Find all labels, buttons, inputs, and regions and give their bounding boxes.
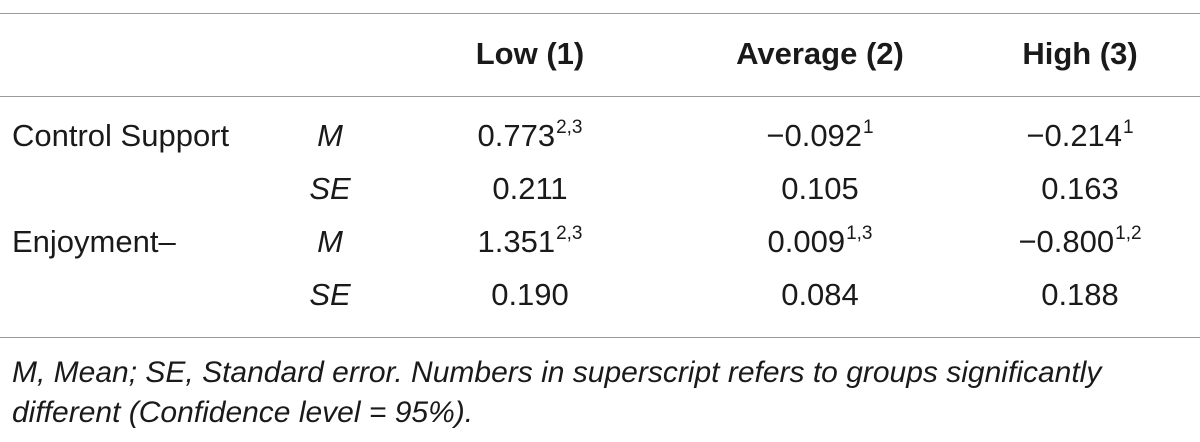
table-cell: 0.084 [690,275,950,315]
cell-superscript: 1,2 [1115,223,1142,244]
table-cell: 0.0091,3 [690,222,950,267]
cell-value: 1.351 [477,224,556,259]
cell-value: 0.773 [477,118,556,153]
cell-superscript: 1,3 [846,223,873,244]
table-cell: 0.188 [980,275,1180,315]
cell-value: −0.092 [766,118,863,153]
cell-value: 0.163 [1041,171,1119,206]
header-low: Low (1) [475,36,585,71]
table-cell: −0.2141 [980,116,1180,161]
cell-value: 0.084 [781,277,859,312]
cell-value: −0.800 [1018,224,1115,259]
cell-value: 0.105 [781,171,859,206]
cell-value: 0.211 [492,171,568,206]
row-label-enjoyment: Enjoyment– [12,224,176,259]
top-rule [0,13,1200,14]
table-cell: 0.7732,3 [400,116,660,161]
header-rule [0,96,1200,97]
cell-value: 0.190 [491,277,569,312]
row-label-control-support: Control Support [12,118,230,153]
table-cell: 0.163 [980,169,1180,209]
row-stat: SE [309,277,351,312]
header-high: High (3) [1022,36,1138,71]
cell-value: 0.009 [767,224,846,259]
table-cell: −0.0921 [690,116,950,161]
cell-value: 0.188 [1041,277,1119,312]
table-cell: 1.3512,3 [400,222,660,267]
cell-superscript: 1 [1123,117,1134,138]
table-footnote: M, Mean; SE, Standard error. Numbers in … [12,356,1102,429]
cell-value: −0.214 [1026,118,1123,153]
row-stat: SE [309,171,351,206]
table-cell: 0.105 [690,169,950,209]
cell-superscript: 2,3 [556,223,583,244]
bottom-rule [0,337,1200,338]
header-average: Average (2) [736,36,904,71]
table-cell: −0.8001,2 [980,222,1180,267]
cell-superscript: 1 [863,117,874,138]
table-cell: 0.211 [400,169,660,209]
table-cell: 0.190 [400,275,660,315]
row-stat: M [317,224,343,259]
cell-superscript: 2,3 [556,117,583,138]
row-stat: M [317,118,343,153]
